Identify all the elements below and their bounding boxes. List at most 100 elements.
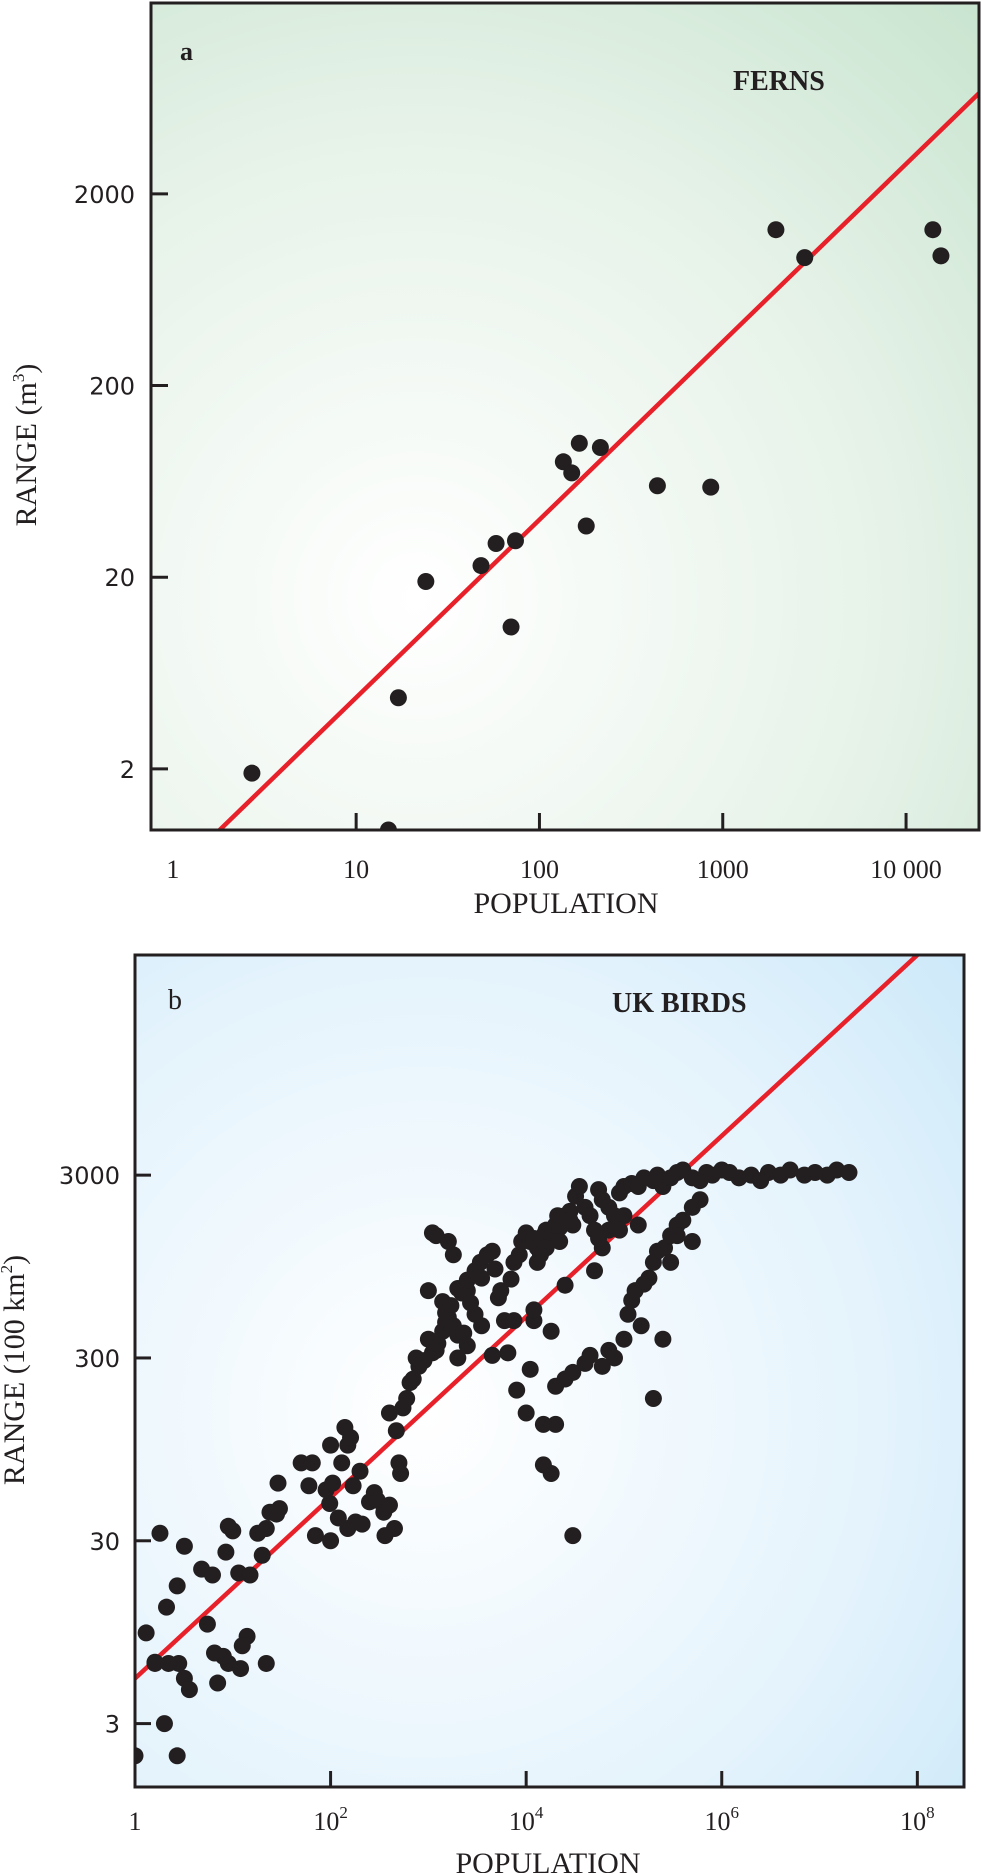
- x-tick-label-a: 10 000: [870, 855, 942, 884]
- x-tick-label-b: 1: [129, 1807, 142, 1836]
- panel-letter-b: b: [168, 985, 182, 1016]
- data-point-a: [389, 689, 407, 707]
- data-point-a: [796, 249, 814, 267]
- data-point-b: [146, 1654, 164, 1672]
- data-point-a: [243, 764, 261, 782]
- data-point-b: [605, 1349, 623, 1367]
- data-point-b: [442, 1297, 460, 1315]
- data-point-b: [151, 1524, 169, 1542]
- data-point-b: [449, 1349, 467, 1367]
- data-point-b: [561, 1211, 579, 1229]
- panel-letter-a: a: [180, 37, 193, 66]
- data-point-a: [563, 464, 581, 482]
- data-point-b: [404, 1370, 422, 1388]
- data-point-b: [586, 1262, 604, 1280]
- data-point-b: [542, 1322, 560, 1340]
- data-point-b: [615, 1207, 633, 1225]
- data-point-a: [648, 477, 666, 495]
- data-point-b: [321, 1494, 339, 1512]
- data-point-b: [458, 1337, 476, 1355]
- data-point-b: [483, 1242, 501, 1260]
- panel-a: 1 10 100 1000 10 000 2 20 200 2000 a FERNS POPUL…: [9, 1, 981, 920]
- plot-frame-b: [133, 953, 966, 1789]
- x-tick-label-a: 1: [166, 855, 179, 884]
- data-point-a: [379, 821, 397, 830]
- data-point-b: [351, 1462, 369, 1480]
- data-point-b: [458, 1271, 476, 1289]
- data-point-a: [472, 557, 490, 575]
- data-point-b: [324, 1474, 342, 1492]
- data-point-b: [483, 1346, 501, 1364]
- data-point-b: [257, 1654, 275, 1672]
- data-point-b: [380, 1496, 398, 1514]
- data-point-b: [619, 1305, 637, 1323]
- data-point-a: [932, 247, 950, 265]
- data-point-b: [517, 1404, 535, 1422]
- data-point-b: [209, 1674, 227, 1692]
- data-point-a: [767, 221, 785, 239]
- y-tick-label-a: 20: [104, 564, 135, 592]
- data-point-b: [593, 1357, 611, 1375]
- x-tick-label-a: 100: [520, 855, 559, 884]
- data-point-a: [506, 532, 524, 550]
- data-point-b: [564, 1527, 582, 1545]
- data-point-b: [333, 1454, 351, 1472]
- data-point-b: [232, 1660, 250, 1678]
- data-point-b: [615, 1330, 633, 1348]
- data-point-b: [385, 1520, 403, 1538]
- data-point-b: [155, 1715, 173, 1733]
- data-point-b: [253, 1546, 271, 1564]
- data-point-b: [137, 1624, 155, 1642]
- panel-b: 1 102 104 106 108 3 30 300 3000 b UK BIRDS POPUL…: [0, 953, 966, 1873]
- data-point-a: [502, 618, 520, 636]
- data-point-b: [551, 1233, 569, 1251]
- data-point-b: [668, 1227, 686, 1245]
- y-tick-label-b: 30: [89, 1528, 120, 1556]
- data-point-b: [398, 1390, 416, 1408]
- data-point-b: [534, 1456, 552, 1474]
- data-point-b: [629, 1216, 647, 1234]
- y-tick-label-b: 3000: [59, 1162, 120, 1190]
- data-point-b: [444, 1246, 462, 1264]
- data-point-b: [662, 1253, 680, 1271]
- data-point-b: [261, 1503, 279, 1521]
- data-point-b: [537, 1239, 555, 1257]
- data-point-b: [547, 1415, 565, 1433]
- y-tick-label-a: 2: [120, 756, 135, 784]
- data-point-b: [581, 1207, 599, 1225]
- x-axis-title-a: POPULATION: [473, 887, 658, 920]
- data-point-b: [581, 1346, 599, 1364]
- data-point-b: [423, 1224, 441, 1242]
- x-tick-label-b: 104: [509, 1803, 544, 1836]
- data-point-b: [419, 1282, 437, 1300]
- data-point-b: [387, 1422, 405, 1440]
- data-point-b: [322, 1436, 340, 1454]
- data-point-a: [577, 517, 595, 535]
- data-point-b: [508, 1381, 526, 1399]
- data-point-b: [632, 1317, 650, 1335]
- plot-area-a: [151, 3, 979, 830]
- x-tick-label-a: 1000: [697, 855, 749, 884]
- y-axis-title-a: RANGE (m3): [9, 364, 43, 527]
- data-point-a: [487, 534, 505, 552]
- data-point-b: [510, 1246, 528, 1264]
- data-point-b: [203, 1566, 221, 1584]
- data-point-b: [241, 1566, 259, 1584]
- data-point-b: [654, 1330, 672, 1348]
- data-point-a: [702, 478, 720, 496]
- data-point-b: [528, 1253, 546, 1271]
- data-point-b: [525, 1301, 543, 1319]
- panel-title-a: FERNS: [733, 66, 825, 97]
- panel-title-b: UK BIRDS: [612, 988, 747, 1019]
- data-point-b: [168, 1747, 186, 1765]
- data-point-b: [217, 1543, 235, 1561]
- y-tick-label-a: 2000: [74, 181, 135, 209]
- data-point-b: [336, 1418, 354, 1436]
- data-point-b: [556, 1276, 574, 1294]
- data-point-a: [417, 572, 435, 590]
- y-tick-label-b: 3: [105, 1711, 120, 1739]
- data-point-a: [570, 434, 588, 452]
- data-point-b: [840, 1164, 858, 1182]
- data-point-b: [473, 1317, 491, 1335]
- data-point-b: [640, 1269, 658, 1287]
